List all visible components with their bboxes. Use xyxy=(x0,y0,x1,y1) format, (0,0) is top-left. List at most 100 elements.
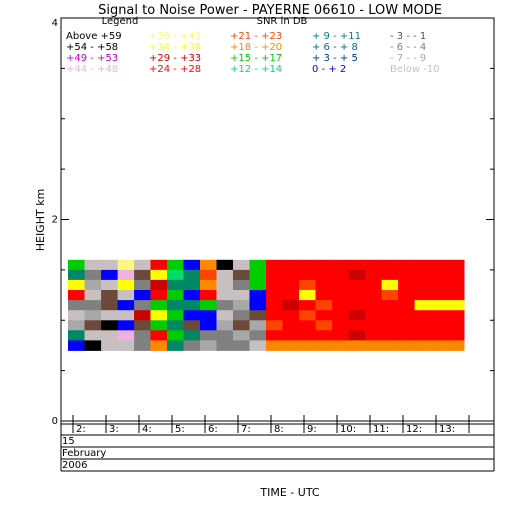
heatmap-cell xyxy=(200,259,217,271)
heatmap-cell xyxy=(447,269,465,281)
heatmap-cell xyxy=(200,279,217,291)
heatmap-cell xyxy=(414,330,432,341)
x-tick-label: 13: xyxy=(439,424,455,435)
heatmap-cell xyxy=(365,290,382,301)
heatmap-cell xyxy=(348,310,366,321)
heatmap-cell xyxy=(431,320,448,331)
heatmap-cell xyxy=(101,259,118,271)
x-tick-label: 7: xyxy=(241,424,251,435)
heatmap-cell xyxy=(233,310,250,321)
heatmap-cell xyxy=(216,269,234,281)
legend-entry: +15 - +17 xyxy=(230,53,282,64)
heatmap-cell xyxy=(134,279,151,291)
heatmap-cell xyxy=(150,279,168,291)
x-tick-label: 11: xyxy=(373,424,389,435)
heatmap-cell xyxy=(447,340,465,351)
x-tick-label: 4: xyxy=(142,424,152,435)
heatmap-cell xyxy=(183,300,201,311)
heatmap-cell xyxy=(249,269,267,281)
heatmap-cell xyxy=(332,279,349,291)
heatmap-cell xyxy=(150,300,168,311)
heatmap-cell xyxy=(266,279,283,291)
heatmap-cell xyxy=(315,269,333,281)
heatmap-cell xyxy=(200,330,217,341)
heatmap-cell xyxy=(332,340,349,351)
legend: Legend SNR in DB Above +59+54 - +58+49 - +… xyxy=(66,16,440,75)
heatmap-cell xyxy=(398,300,415,311)
heatmap-cell xyxy=(84,330,102,341)
heatmap-cell xyxy=(101,290,118,301)
heatmap-cell xyxy=(299,269,316,281)
heatmap-cell xyxy=(447,279,465,291)
heatmap-cell xyxy=(398,290,415,301)
heatmap-cell xyxy=(249,330,267,341)
heatmap-cell xyxy=(134,340,151,351)
heatmap-cell xyxy=(150,269,168,281)
heatmap-cell xyxy=(183,269,201,281)
heatmap-cell xyxy=(299,290,316,301)
axis-ticks: 0 2 4 2: 3: 4: 5: 6: 7: 8: 9: 10: 11: 12: 13: xyxy=(52,17,494,435)
legend-title: Legend xyxy=(102,16,139,27)
heatmap-cell xyxy=(431,269,448,281)
heatmap-cell xyxy=(84,259,102,271)
heatmap-cell xyxy=(431,310,448,321)
heatmap-cell xyxy=(68,259,85,271)
x-tick-label: 3: xyxy=(109,424,119,435)
heatmap-cell xyxy=(183,330,201,341)
heatmap-cell xyxy=(216,320,234,331)
heatmap-cell xyxy=(299,320,316,331)
heatmap-cell xyxy=(233,279,250,291)
heatmap-cell xyxy=(414,310,432,321)
legend-entry: +54 - +58 xyxy=(66,42,118,53)
heatmap-cell xyxy=(233,269,250,281)
heatmap-cell xyxy=(431,340,448,351)
legend-entry: +34 - +38 xyxy=(149,42,201,53)
heatmap-cell xyxy=(117,259,135,271)
legend-entry: - 7 - - 9 xyxy=(390,53,426,64)
heatmap-cell xyxy=(315,290,333,301)
heatmap-cell xyxy=(167,320,184,331)
heatmap-cell xyxy=(117,330,135,341)
heatmap-cell xyxy=(233,320,250,331)
heatmap-cell xyxy=(315,300,333,311)
x-tick-label: 9: xyxy=(307,424,317,435)
heatmap-cell xyxy=(200,310,217,321)
heatmap-cell xyxy=(249,310,267,321)
heatmap-cell xyxy=(348,259,366,271)
date-row: 2006 xyxy=(62,460,87,471)
heatmap-cell xyxy=(68,300,85,311)
legend-entry: - 3 - - 1 xyxy=(390,31,426,42)
heatmap-cell xyxy=(332,320,349,331)
legend-entry: +24 - +28 xyxy=(149,64,201,75)
heatmap-cell xyxy=(414,290,432,301)
snr-title: SNR in DB xyxy=(257,16,308,27)
heatmap-cell xyxy=(266,259,283,271)
heatmap-cell xyxy=(414,269,432,281)
heatmap-cell xyxy=(84,300,102,311)
heatmap-cell xyxy=(332,310,349,321)
heatmap-cell xyxy=(447,320,465,331)
heatmap-cell xyxy=(68,279,85,291)
heatmap-cell xyxy=(84,340,102,351)
heatmap-cell xyxy=(365,279,382,291)
heatmap-cell xyxy=(332,269,349,281)
heatmap-cell xyxy=(84,320,102,331)
y-tick-label: 0 xyxy=(52,416,58,427)
heatmap-cell xyxy=(282,259,300,271)
heatmap-cell xyxy=(381,269,399,281)
heatmap-cell xyxy=(398,310,415,321)
legend-entry: +12 - +14 xyxy=(230,64,282,75)
x-tick-label: 2: xyxy=(76,424,86,435)
x-tick-label: 6: xyxy=(208,424,218,435)
heatmap-cell xyxy=(348,300,366,311)
heatmap-cell xyxy=(266,320,283,331)
heatmap-cell xyxy=(134,330,151,341)
legend-entry: Above +59 xyxy=(66,31,122,42)
heatmap-cell xyxy=(134,310,151,321)
heatmap-cell xyxy=(315,320,333,331)
heatmap-cell xyxy=(183,279,201,291)
heatmap-cell xyxy=(216,279,234,291)
legend-entry: +49 - +53 xyxy=(66,53,118,64)
heatmap-cell xyxy=(266,330,283,341)
x-tick-label: 8: xyxy=(274,424,284,435)
